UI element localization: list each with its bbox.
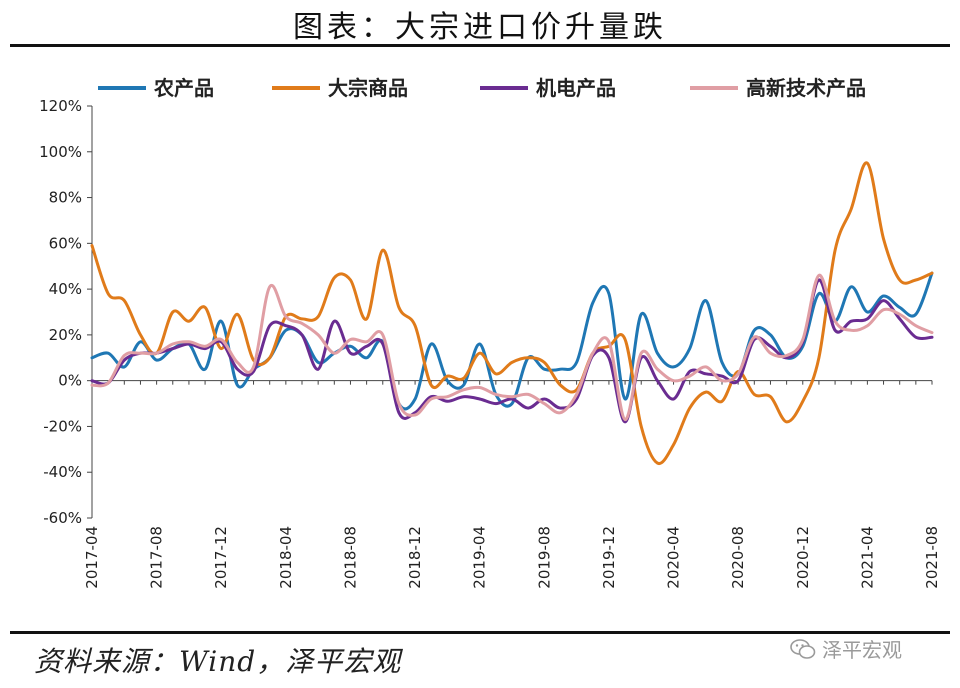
legend-label-high-tech: 高新技术产品 bbox=[746, 76, 866, 100]
watermark: 泽平宏观 bbox=[790, 634, 902, 663]
chart-axes: 120%100%80%60%40%20%0%-20%-40%-60%2017-0… bbox=[39, 97, 941, 589]
legend-label-electromechanical: 机电产品 bbox=[536, 76, 616, 100]
x-tick-label: 2019-08 bbox=[535, 526, 553, 589]
x-tick-label: 2018-04 bbox=[277, 526, 295, 589]
x-tick-label: 2018-12 bbox=[406, 526, 424, 589]
chart-legend: 农产品 大宗商品 机电产品 高新技术产品 bbox=[98, 76, 866, 100]
title-divider bbox=[10, 44, 950, 47]
wechat-icon bbox=[790, 638, 816, 659]
line-chart: 农产品 大宗商品 机电产品 高新技术产品 120% 100% 80% 60% 40% 20% 0%… bbox=[39, 76, 941, 589]
x-tick-label: 2017-04 bbox=[83, 526, 101, 589]
legend-label-bulk-commodity: 大宗商品 bbox=[328, 76, 408, 100]
footer-divider bbox=[10, 631, 950, 634]
series-line-high-tech bbox=[90, 273, 934, 422]
y-tick-label: 120% bbox=[39, 97, 82, 115]
x-tick-label: 2021-04 bbox=[858, 526, 876, 589]
x-tick-label: 2019-04 bbox=[471, 526, 489, 589]
y-tick-label: 0% bbox=[58, 372, 82, 390]
x-tick-label: 2021-08 bbox=[923, 526, 941, 589]
x-tick-label: 2017-08 bbox=[148, 526, 166, 589]
y-tick-label: -40% bbox=[43, 463, 82, 481]
x-tick-label: 2020-08 bbox=[729, 526, 747, 589]
y-tick-label: 20% bbox=[49, 326, 82, 344]
y-tick-label: -60% bbox=[43, 509, 82, 527]
series-line-electromechanical bbox=[90, 278, 934, 424]
x-tick-label: 2019-12 bbox=[600, 526, 618, 589]
y-tick-label: 100% bbox=[39, 143, 82, 161]
chart-series-lines bbox=[90, 161, 934, 466]
watermark-text: 泽平宏观 bbox=[822, 638, 902, 662]
y-tick-label: -20% bbox=[43, 417, 82, 435]
x-tick-label: 2017-12 bbox=[212, 526, 230, 589]
x-tick-label: 2020-04 bbox=[665, 526, 683, 589]
x-tick-label: 2018-08 bbox=[341, 526, 359, 589]
y-tick-label: 40% bbox=[49, 280, 82, 298]
legend-label-agricultural: 农产品 bbox=[153, 76, 214, 100]
x-tick-label: 2020-12 bbox=[794, 526, 812, 589]
source-note: 资料来源：Wind，泽平宏观 bbox=[34, 645, 402, 678]
y-tick-label: 80% bbox=[49, 189, 82, 207]
y-tick-label: 60% bbox=[49, 234, 82, 252]
page-title: 图表：大宗进口价升量跌 bbox=[293, 10, 667, 45]
series-line-bulk-commodity bbox=[90, 161, 934, 466]
